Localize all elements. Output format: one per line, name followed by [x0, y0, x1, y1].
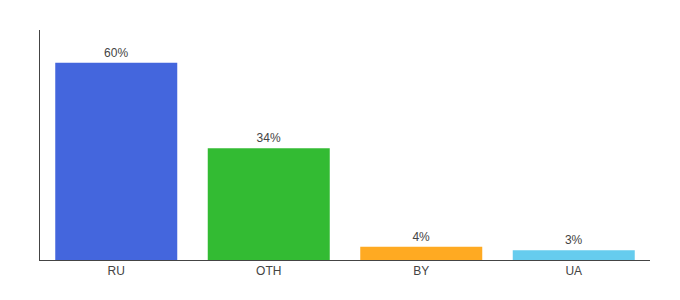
svg-text:UA: UA: [565, 264, 582, 278]
svg-text:OTH: OTH: [256, 264, 281, 278]
svg-text:RU: RU: [108, 264, 125, 278]
svg-text:BY: BY: [413, 264, 429, 278]
svg-text:3%: 3%: [565, 233, 583, 247]
svg-text:4%: 4%: [412, 230, 430, 244]
svg-text:60%: 60%: [104, 46, 128, 60]
svg-text:34%: 34%: [257, 131, 281, 145]
